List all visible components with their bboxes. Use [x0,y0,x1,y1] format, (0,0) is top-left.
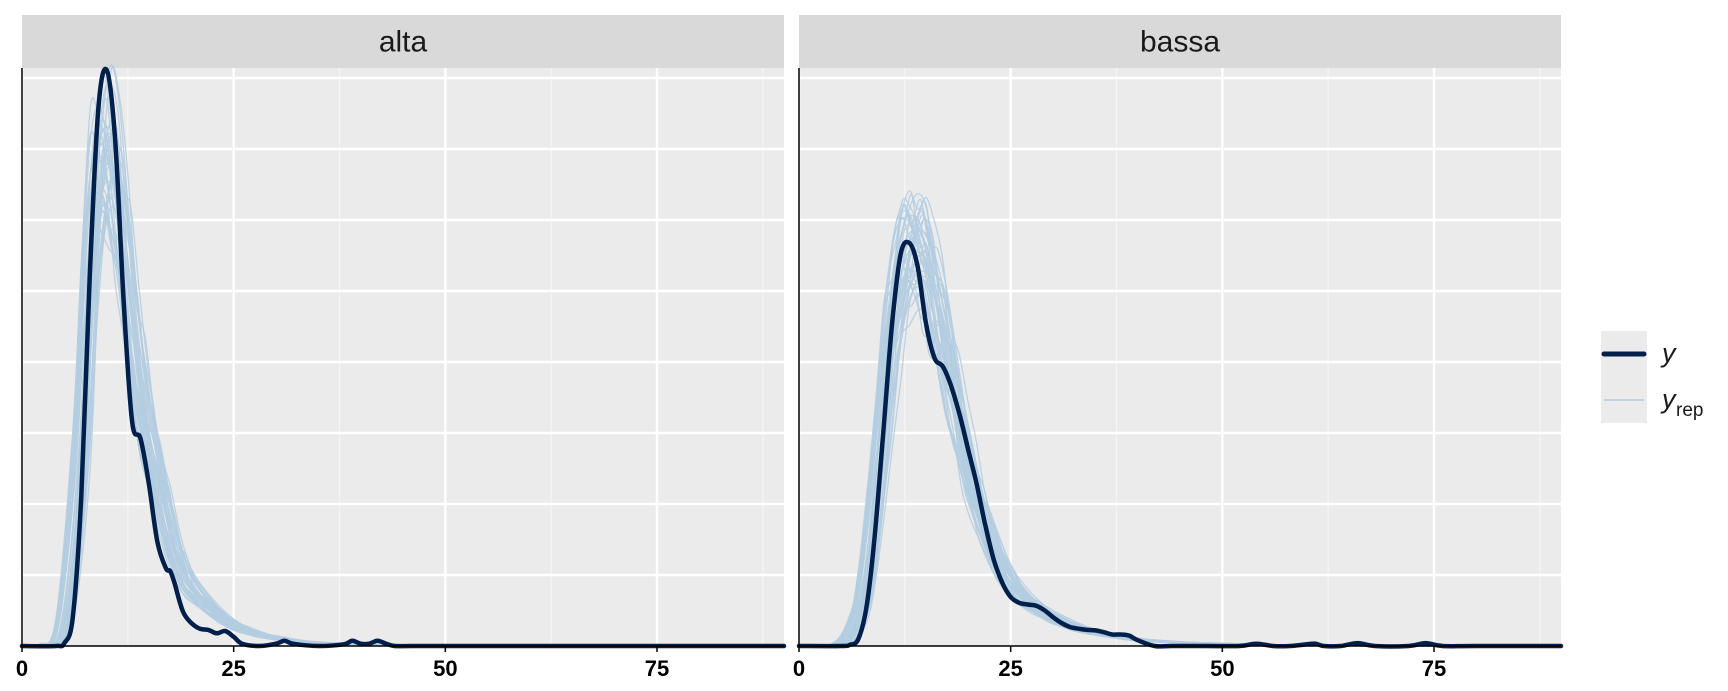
strip-label-bassa: bassa [1140,26,1220,59]
x-tick-label: 0 [16,656,28,681]
x-tick-label: 25 [221,656,245,681]
x-tick-label: 75 [645,656,669,681]
panel-background [799,68,1561,646]
x-tick-label: 0 [793,656,805,681]
x-tick-label: 25 [998,656,1022,681]
legend-label-y-rep: y [1660,384,1677,414]
y-density-line [19,66,787,649]
strip-label-alta: alta [379,26,428,59]
panel-bassa: bassa 0 25 50 75 [793,15,1564,681]
y-density-line [796,239,1564,649]
x-tick-label: 50 [433,656,457,681]
panel-alta: alta 0 25 50 75 [16,15,787,681]
legend: yy rep [1601,331,1703,423]
strip-background [799,15,1561,68]
strip-background [22,15,784,68]
legend-label-y: y [1660,338,1677,368]
legend-label-y-rep-subscript: rep [1676,400,1703,421]
x-tick-label: 50 [1210,656,1234,681]
x-tick-label: 75 [1422,656,1446,681]
